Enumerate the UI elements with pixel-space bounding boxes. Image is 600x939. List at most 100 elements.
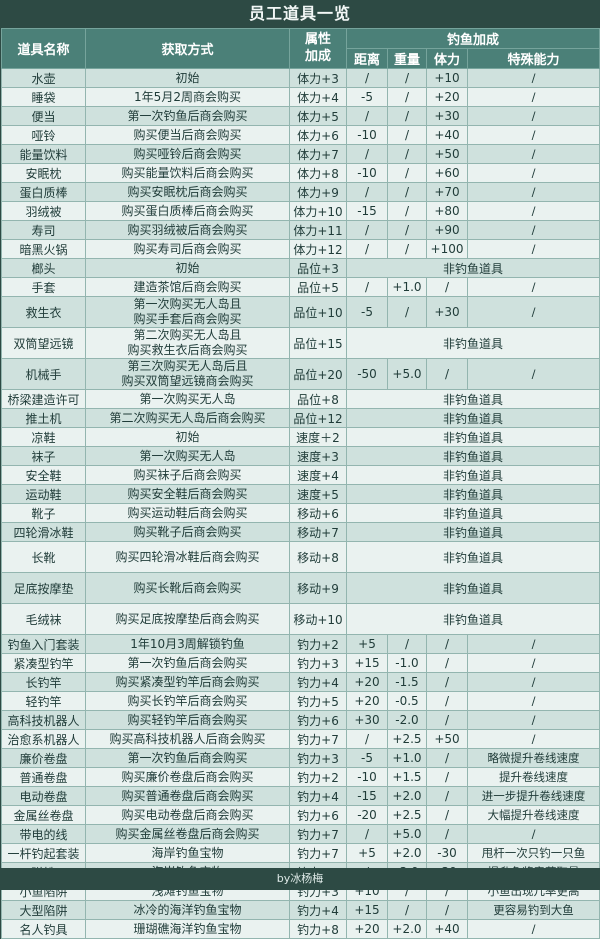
cell-item-name: 推土机 (1, 408, 86, 428)
cell-fishing-stamina: +60 (426, 163, 468, 183)
cell-acquire-method: 第一次购买无人岛 (85, 389, 290, 409)
table-row: 蛋白质棒 购买安眠枕后商会购买 体力+9// +70/ (1, 182, 600, 202)
acquire-method-line: 购买四轮滑冰鞋后商会购买 (115, 549, 260, 564)
cell-special-ability: / (466, 296, 600, 328)
cell-acquire-method: 购买廉价卷盘后商会购买 (85, 767, 290, 787)
cell-acquire-method: 购买紧凑型钓竿后商会购买 (85, 672, 290, 692)
table-row: 轻钓竿 购买长钓竿后商会购买 钓力+5 +20 -0.5// (1, 691, 600, 711)
cell-attribute-bonus: 移动+7 (289, 522, 347, 542)
cell-fishing-distance: +5 (346, 634, 388, 654)
cell-item-name: 水壶 (1, 68, 86, 88)
col-header-attribute-line1: 属性 (304, 32, 331, 48)
acquire-method-line: 购买轻钓竿后商会购买 (127, 712, 248, 727)
page-title: 员工道具一览 (0, 0, 600, 28)
cell-attribute-bonus: 钓力+7 (289, 729, 347, 749)
cell-non-fishing-item: 非钓鱼道具 (345, 446, 600, 466)
cell-fishing-stamina: / (426, 672, 468, 692)
cell-fishing-weight: / (387, 220, 427, 240)
cell-attribute-bonus: 体力+11 (289, 220, 347, 240)
cell-fishing-stamina: +40 (426, 919, 468, 939)
acquire-method-line: 建造茶馆后商会购买 (133, 279, 242, 294)
cell-fishing-weight: +1.0 (387, 748, 427, 768)
cell-attribute-bonus: 移动+6 (289, 503, 347, 523)
cell-fishing-stamina: +30 (426, 296, 468, 328)
cell-non-fishing-item: 非钓鱼道具 (345, 603, 600, 635)
cell-special-ability: / (466, 144, 600, 164)
cell-attribute-bonus: 移动+9 (289, 572, 347, 604)
table-row: 榔头 初始 品位+3 非钓鱼道具 (1, 258, 600, 278)
cell-fishing-stamina: / (426, 786, 468, 806)
cell-fishing-weight: -1.0 (387, 653, 427, 673)
cell-fishing-stamina: +80 (426, 201, 468, 221)
cell-fishing-weight: +2.5 (387, 805, 427, 825)
cell-fishing-stamina: +70 (426, 182, 468, 202)
acquire-method-line: 购买运动鞋后商会购买 (127, 505, 248, 520)
cell-attribute-bonus: 钓力+4 (289, 900, 347, 920)
cell-special-ability: / (466, 87, 600, 107)
cell-item-name: 普通卷盘 (1, 767, 86, 787)
cell-special-ability: / (466, 106, 600, 126)
cell-acquire-method: 初始 (85, 427, 290, 447)
cell-fishing-distance: / (346, 824, 388, 844)
cell-acquire-method: 第二次购买无人岛且 购买救生衣后商会购买 (85, 327, 290, 359)
table-row: 便当 第一次钓鱼后商会购买 体力+5// +30/ (1, 106, 600, 126)
cell-fishing-weight: / (387, 68, 427, 88)
cell-fishing-weight: / (387, 239, 427, 259)
cell-special-ability: / (466, 163, 600, 183)
cell-special-ability: / (466, 182, 600, 202)
table-row: 推土机 第二次购买无人岛后商会购买 品位+12 非钓鱼道具 (1, 408, 600, 428)
table-row: 普通卷盘 购买廉价卷盘后商会购买 钓力+2 -10 +1.5/提升卷线速度 (1, 767, 600, 787)
cell-fishing-distance: / (346, 220, 388, 240)
cell-attribute-bonus: 品位+15 (289, 327, 347, 359)
cell-fishing-weight: -2.0 (387, 710, 427, 730)
cell-fishing-distance: +30 (346, 710, 388, 730)
table-row: 救生衣 第一次购买无人岛且 购买手套后商会购买 品位+10 -5/+30/ (1, 296, 600, 328)
col-header-name: 道具名称 (1, 28, 86, 69)
cell-item-name: 榔头 (1, 258, 86, 278)
cell-non-fishing-item: 非钓鱼道具 (345, 327, 600, 359)
cell-acquire-method: 购买运动鞋后商会购买 (85, 503, 290, 523)
cell-acquire-method: 1年10月3周解锁钓鱼 (85, 634, 290, 654)
acquire-method-line: 购买蛋白质棒后商会购买 (121, 203, 254, 218)
cell-item-name: 高科技机器人 (1, 710, 86, 730)
cell-attribute-bonus: 体力+7 (289, 144, 347, 164)
table-body: 水壶 初始 体力+3// +10/睡袋 1年5月2周商会购买 体力+4 -5/+20/便当第… (1, 68, 600, 939)
cell-special-ability: 大幅提升卷线速度 (466, 805, 600, 825)
cell-item-name: 钓鱼入门套装 (1, 634, 86, 654)
cell-item-name: 安眠枕 (1, 163, 86, 183)
col-header-attribute: 属性 加成 (289, 28, 347, 69)
cell-special-ability: / (466, 824, 600, 844)
cell-acquire-method: 购买能量饮料后商会购买 (85, 163, 290, 183)
cell-item-name: 蛋白质棒 (1, 182, 86, 202)
cell-fishing-stamina: / (426, 634, 468, 654)
cell-attribute-bonus: 移动+10 (289, 603, 347, 635)
cell-attribute-bonus: 钓力+3 (289, 653, 347, 673)
acquire-method-line: 海岸钓鱼宝物 (151, 845, 224, 860)
cell-fishing-distance: / (346, 68, 388, 88)
cell-acquire-method: 初始 (85, 68, 290, 88)
cell-fishing-distance: / (346, 106, 388, 126)
table-row: 廉价卷盘 第一次钓鱼后商会购买 钓力+3 -5 +1.0/略微提升卷线速度 (1, 748, 600, 768)
acquire-method-line: 购买廉价卷盘后商会购买 (121, 769, 254, 784)
table-row: 钓鱼入门套装 1年10月3周解锁钓鱼 钓力+2 +5// / (1, 634, 600, 654)
cell-acquire-method: 购买蛋白质棒后商会购买 (85, 201, 290, 221)
cell-attribute-bonus: 品位+8 (289, 389, 347, 409)
acquire-method-line: 珊瑚礁海洋钓鱼宝物 (133, 921, 242, 936)
cell-item-name: 电动卷盘 (1, 786, 86, 806)
cell-special-ability: 略微提升卷线速度 (466, 748, 600, 768)
cell-fishing-distance: +5 (346, 843, 388, 863)
col-header-fishing-group: 钓鱼加成 (345, 28, 600, 49)
table-row: 高科技机器人 购买轻钓竿后商会购买 钓力+6 +30 -2.0// (1, 710, 600, 730)
acquire-method-line: 购买长靴后商会购买 (133, 580, 242, 595)
cell-attribute-bonus: 钓力+5 (289, 691, 347, 711)
acquire-method-line: 购买双筒望远镜商会购买 (121, 374, 254, 388)
table-row: 长靴 购买四轮滑冰鞋后商会购买 移动+8 非钓鱼道具 (1, 541, 600, 573)
table-row: 哑铃 购买便当后商会购买 体力+6 -10/+40/ (1, 125, 600, 145)
cell-fishing-distance: +20 (346, 691, 388, 711)
cell-non-fishing-item: 非钓鱼道具 (345, 427, 600, 447)
cell-fishing-distance: -10 (346, 163, 388, 183)
cell-item-name: 长钓竿 (1, 672, 86, 692)
cell-fishing-weight: +2.0 (387, 919, 427, 939)
cell-attribute-bonus: 钓力+6 (289, 710, 347, 730)
cell-item-name: 羽绒被 (1, 201, 86, 221)
